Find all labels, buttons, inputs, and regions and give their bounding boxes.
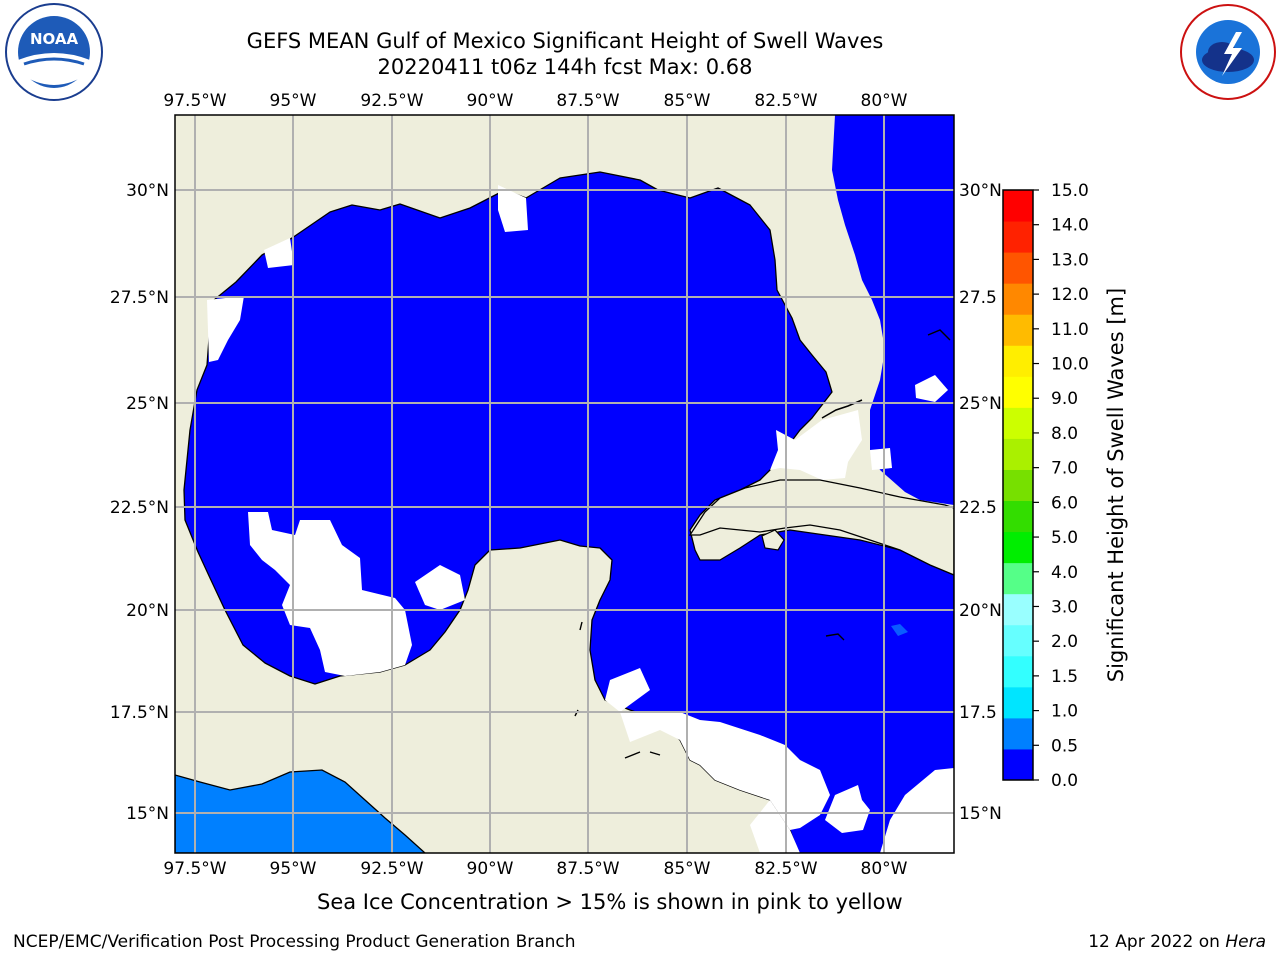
graticule — [175, 115, 954, 853]
swell-spot — [891, 624, 908, 636]
lat-tick-left: 25°N — [126, 394, 169, 414]
pacific-swell-field — [175, 769, 426, 853]
colorbar-swatch — [1003, 438, 1033, 470]
lat-tick-left: 15°N — [126, 804, 169, 824]
lat-tick-left: 20°N — [126, 601, 169, 621]
lat-tick-right: 15°N — [959, 804, 1002, 824]
isla-de-la-juventud — [761, 529, 785, 551]
lon-tick-top: 95°W — [270, 91, 317, 111]
lat-tick-right: 25°N — [959, 394, 1002, 414]
lat-tick-right: 27.5 — [959, 288, 997, 308]
footer-machine: Hera — [1225, 932, 1266, 952]
colorbar-tick-label: 11.0 — [1051, 320, 1089, 340]
footer-credit: NCEP/EMC/Verification Post Processing Pr… — [13, 932, 576, 952]
colorbar-tick-label: 1.5 — [1051, 667, 1078, 687]
lat-tick-left: 30°N — [126, 181, 169, 201]
lon-tick-top: 92.5°W — [360, 91, 423, 111]
lat-tick-left: 22.5°N — [110, 498, 169, 518]
colorbar-tick-label: 3.0 — [1051, 597, 1078, 617]
colorbar-swatch — [1003, 376, 1033, 408]
colorbar-tick-label: 0.0 — [1051, 771, 1078, 791]
colorbar-tick-label: 10.0 — [1051, 355, 1089, 375]
lat-tick-left: 27.5°N — [110, 288, 169, 308]
lon-tick-bottom: 82.5°W — [754, 859, 817, 879]
lat-tick-left: 17.5°N — [110, 703, 169, 723]
lat-tick-right: 20°N — [959, 601, 1002, 621]
map-title: GEFS MEAN Gulf of Mexico Significant Hei… — [246, 29, 884, 53]
no-data-patches — [207, 185, 954, 853]
colorbar-swatch — [1003, 717, 1033, 750]
colorbar-tick-label: 14.0 — [1051, 216, 1089, 236]
jamaica-islet — [825, 633, 845, 641]
honduras-islets — [574, 621, 661, 759]
bahamas-islet — [927, 329, 951, 341]
colorbar-swatch — [1003, 252, 1033, 284]
colorbar-swatch — [1003, 531, 1033, 564]
colorbar-swatch — [1003, 686, 1033, 719]
sea-ice-note: Sea Ice Concentration > 15% is shown in … — [317, 890, 903, 914]
colorbar-tick-label: 15.0 — [1051, 181, 1089, 201]
lon-tick-bottom: 80°W — [861, 859, 908, 879]
colorbar-swatch — [1003, 314, 1033, 346]
noaa-logo-text: NOAA — [30, 30, 79, 48]
colorbar-frame — [1002, 189, 1034, 781]
lon-tick-top: 87.5°W — [556, 91, 619, 111]
colorbar-tick-label: 6.0 — [1051, 493, 1078, 513]
lon-tick-bottom: 90°W — [467, 859, 514, 879]
map-subtitle: 20220411 t06z 144h fcst Max: 0.68 — [377, 55, 753, 79]
noaa-logo-icon: NOAA — [5, 3, 103, 101]
colorbar-tick-label: 7.0 — [1051, 459, 1078, 479]
lon-tick-bottom: 92.5°W — [360, 859, 423, 879]
lon-tick-top: 80°W — [861, 91, 908, 111]
colorbar: 0.0 0.5 1.0 1.5 2.0 3.0 4.0 5.0 6.0 7.0 8.0 9.0 10.0… — [1002, 181, 1089, 791]
lon-tick-top: 82.5°W — [754, 91, 817, 111]
colorbar-swatch — [1003, 407, 1033, 439]
colorbar-tick-label: 9.0 — [1051, 389, 1078, 409]
colorbar-label: Significant Height of Swell Waves [m] — [1104, 288, 1128, 682]
map-area — [175, 115, 954, 853]
colorbar-tick-label: 8.0 — [1051, 424, 1078, 444]
footer-date: 12 Apr 2022 on Hera — [1088, 932, 1266, 952]
colorbar-tick-label: 1.0 — [1051, 702, 1078, 722]
map-frame — [174, 114, 955, 854]
colorbar-tick-label: 2.0 — [1051, 632, 1078, 652]
colorbar-swatch — [1003, 469, 1033, 502]
colorbar-swatch — [1003, 655, 1033, 688]
lon-tick-bottom: 85°W — [664, 859, 711, 879]
lat-tick-right: 22.5 — [959, 498, 997, 518]
colorbar-swatch — [1003, 345, 1033, 377]
colorbar-swatch — [1003, 624, 1033, 657]
colorbar-tick-label: 4.0 — [1051, 563, 1078, 583]
colorbar-tick-label: 5.0 — [1051, 528, 1078, 548]
colorbar-swatch — [1003, 190, 1033, 222]
footer-date-text: 12 Apr 2022 on — [1088, 932, 1226, 952]
colorbar-tick-label: 12.0 — [1051, 285, 1089, 305]
lon-tick-bottom: 87.5°W — [556, 859, 619, 879]
lon-tick-top: 97.5°W — [163, 91, 226, 111]
lon-tick-top: 90°W — [467, 91, 514, 111]
lat-tick-right: 30°N — [959, 181, 1002, 201]
lon-tick-bottom: 95°W — [270, 859, 317, 879]
atlantic-swell-field — [832, 115, 954, 505]
lat-tick-right: 17.5 — [959, 703, 997, 723]
colorbar-tick-label: 13.0 — [1051, 250, 1089, 270]
colorbar-swatch — [1003, 562, 1033, 595]
lon-tick-bottom: 97.5°W — [163, 859, 226, 879]
colorbar-swatch — [1003, 221, 1033, 253]
cuba-island — [688, 479, 954, 576]
lon-tick-top: 85°W — [664, 91, 711, 111]
colorbar-swatch — [1003, 283, 1033, 315]
colorbar-swatch — [1003, 500, 1033, 533]
nws-logo-icon — [1180, 4, 1276, 100]
colorbar-tick-label: 0.5 — [1051, 736, 1078, 756]
colorbar-swatch — [1003, 593, 1033, 626]
colorbar-swatch — [1003, 748, 1033, 781]
